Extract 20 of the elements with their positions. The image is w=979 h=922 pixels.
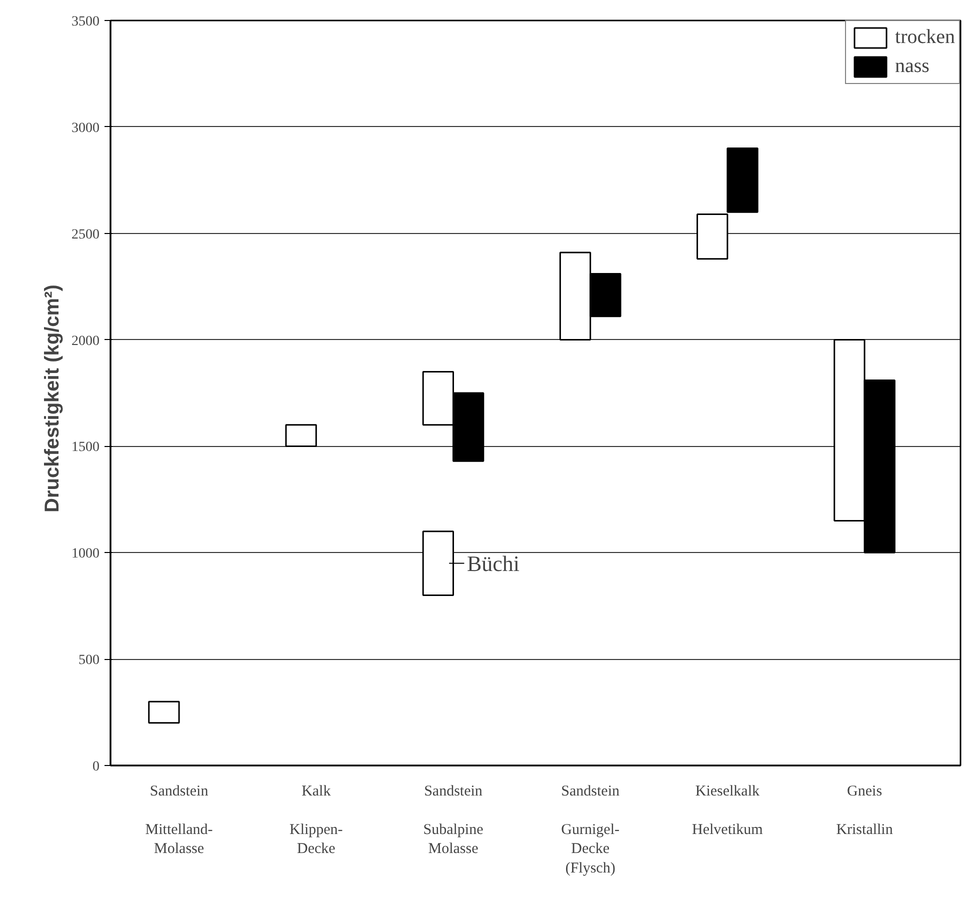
y-tick-label: 3000 <box>72 120 100 136</box>
category-label: Kalk Klippen- Decke <box>289 784 343 858</box>
y-tick-label: 500 <box>78 653 100 668</box>
annotation: Büchi <box>466 550 520 576</box>
y-tick-label: 2500 <box>72 227 100 242</box>
y-tick-label: 3500 <box>72 14 100 30</box>
category-label: Sandstein Subalpine Molasse <box>423 784 484 858</box>
y-tick-label: 1500 <box>72 440 100 456</box>
category-label: Sandstein Mittelland- Molasse <box>145 784 213 858</box>
legend-label: trocken <box>895 26 955 49</box>
y-tick-label: 0 <box>92 760 100 774</box>
y-axis-title: Druckfestigkeit (kg/cm²) <box>42 284 64 512</box>
category-label: Sandstein Gurnigel- Decke (Flysch) <box>561 784 620 876</box>
category-label: Kieselkalk Helvetikum <box>692 784 763 838</box>
bar <box>285 424 317 447</box>
y-tick-label: 2000 <box>72 334 100 349</box>
y-tick-label: 1000 <box>72 546 100 562</box>
category-label: Gneis Kristallin <box>836 784 893 838</box>
legend-label: nass <box>895 55 930 78</box>
bar <box>148 700 180 724</box>
